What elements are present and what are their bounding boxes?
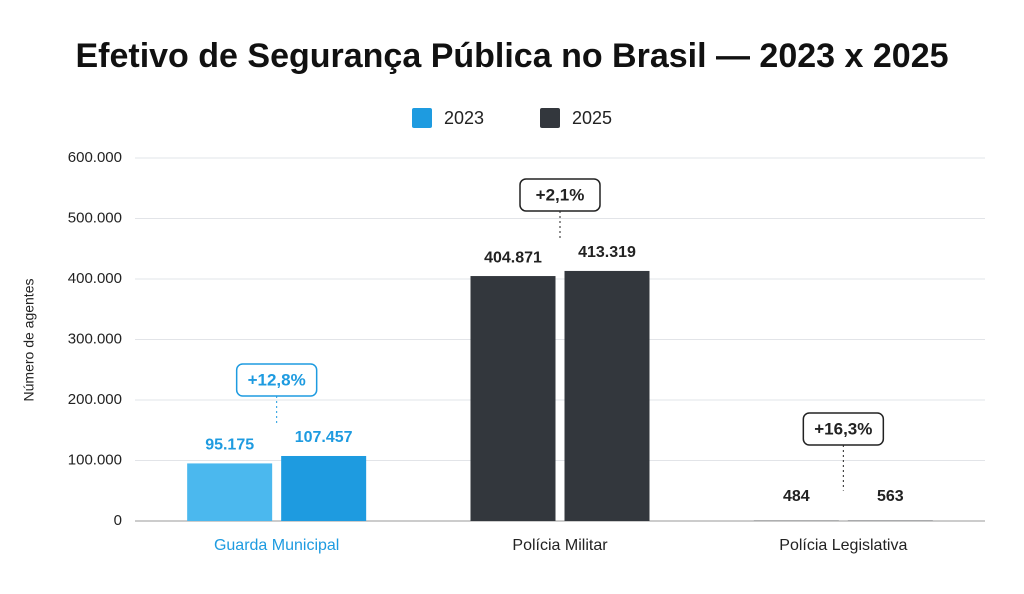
value-label: 404.871: [484, 249, 542, 266]
value-label: 484: [783, 488, 810, 505]
y-tick-label: 500.000: [68, 209, 122, 226]
annotation-text: +12,8%: [248, 370, 306, 389]
annotation-text: +16,3%: [814, 419, 872, 438]
annotation-box: [802, 412, 885, 446]
legend-swatch: [412, 108, 432, 128]
bar: [470, 276, 556, 521]
annotation-box: [519, 178, 601, 212]
bar: [187, 463, 273, 521]
y-tick-label: 200.000: [68, 391, 122, 408]
x-tick-label: Polícia Legislativa: [779, 537, 907, 554]
y-tick-label: 0: [114, 512, 122, 529]
x-tick-label: Polícia Militar: [512, 537, 608, 554]
x-tick-label: Guarda Municipal: [214, 537, 339, 554]
y-tick-label: 300.000: [68, 330, 122, 347]
legend-label: 2023: [444, 108, 484, 128]
y-tick-label: 400.000: [68, 270, 122, 287]
y-tick-label: 600.000: [68, 149, 122, 166]
value-label: 563: [877, 488, 904, 505]
y-axis-label: Número de agentes: [21, 279, 37, 402]
value-label: 107.457: [295, 429, 353, 446]
annotation-box: [235, 363, 318, 397]
bar: [281, 455, 367, 521]
y-tick-label: 100.000: [68, 451, 122, 468]
bar: [564, 270, 650, 521]
legend-swatch: [540, 108, 560, 128]
chart-title: Efetivo de Segurança Pública no Brasil —…: [75, 37, 948, 75]
value-label: 95.175: [205, 437, 254, 454]
legend-label: 2025: [572, 108, 612, 128]
annotation-text: +2,1%: [536, 185, 585, 204]
value-label: 413.319: [578, 244, 636, 261]
